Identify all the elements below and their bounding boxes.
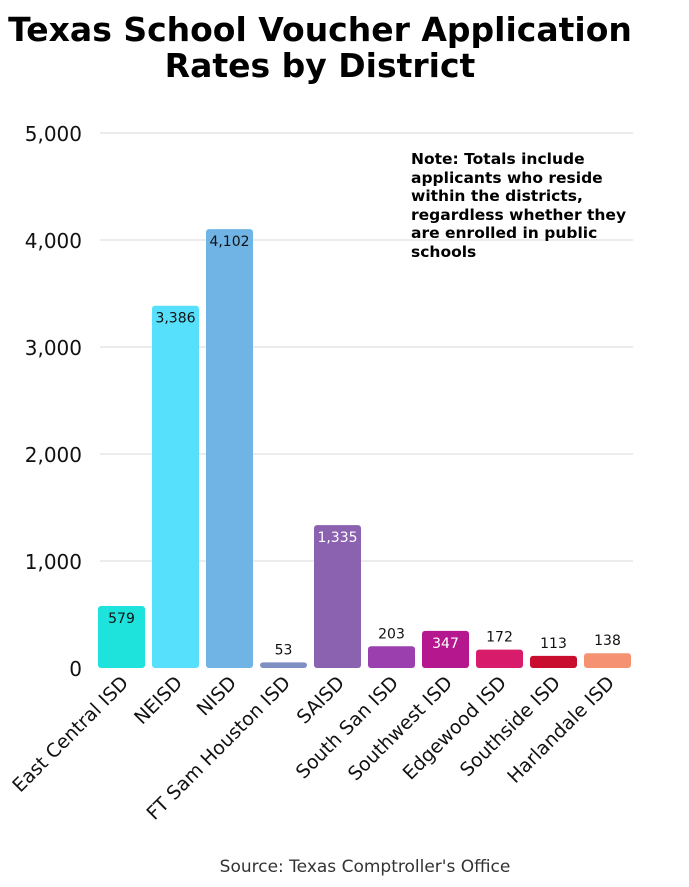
bar-value-label: 3,386 — [155, 311, 195, 327]
bar — [260, 662, 307, 668]
bar-value-label: 113 — [540, 636, 567, 652]
chart-note: Note: Totals include applicants who resi… — [411, 150, 656, 261]
bar — [422, 630, 469, 668]
note-line-1: Note: Totals include — [411, 150, 585, 168]
bar — [314, 525, 361, 668]
bar-value-label: 172 — [486, 630, 513, 646]
note-line-5: are enrolled in public — [411, 224, 598, 242]
note-line-3: within the districts, — [411, 187, 583, 205]
bar-value-label: 347 — [432, 636, 459, 652]
bar-value-label: 1,335 — [317, 530, 357, 546]
bar — [98, 606, 145, 668]
y-tick-label: 0 — [69, 657, 82, 681]
bar — [152, 305, 199, 668]
chart-title-line-2: Rates by District — [164, 46, 476, 85]
bar-value-label: 4,102 — [209, 234, 249, 250]
bar — [476, 649, 523, 668]
y-tick-label: 5,000 — [25, 122, 82, 146]
bar — [206, 229, 253, 668]
y-tick-label: 2,000 — [25, 443, 82, 467]
y-tick-label: 3,000 — [25, 336, 82, 360]
source-credit: Source: Texas Comptroller's Office — [219, 857, 511, 877]
bar — [584, 653, 631, 668]
x-tick-label: NEISD — [130, 672, 187, 729]
bar-value-label: 579 — [108, 611, 135, 627]
x-tick-label: East Central ISD — [8, 672, 133, 797]
y-tick-label: 1,000 — [25, 550, 82, 574]
bar-value-label: 203 — [378, 626, 405, 642]
y-tick-label: 4,000 — [25, 229, 82, 253]
bar — [530, 655, 577, 668]
bar-value-label: 138 — [594, 633, 621, 649]
bar-value-label: 53 — [275, 642, 293, 658]
note-line-2: applicants who reside — [411, 168, 603, 187]
bar — [368, 646, 415, 668]
chart-title-line-1: Texas School Voucher Application — [8, 10, 632, 49]
note-line-4: regardless whether they — [411, 205, 627, 224]
x-tick-label: NISD — [193, 672, 241, 720]
chart-title: Texas School Voucher Application Rates b… — [0, 12, 640, 84]
note-line-6: schools — [411, 242, 477, 261]
